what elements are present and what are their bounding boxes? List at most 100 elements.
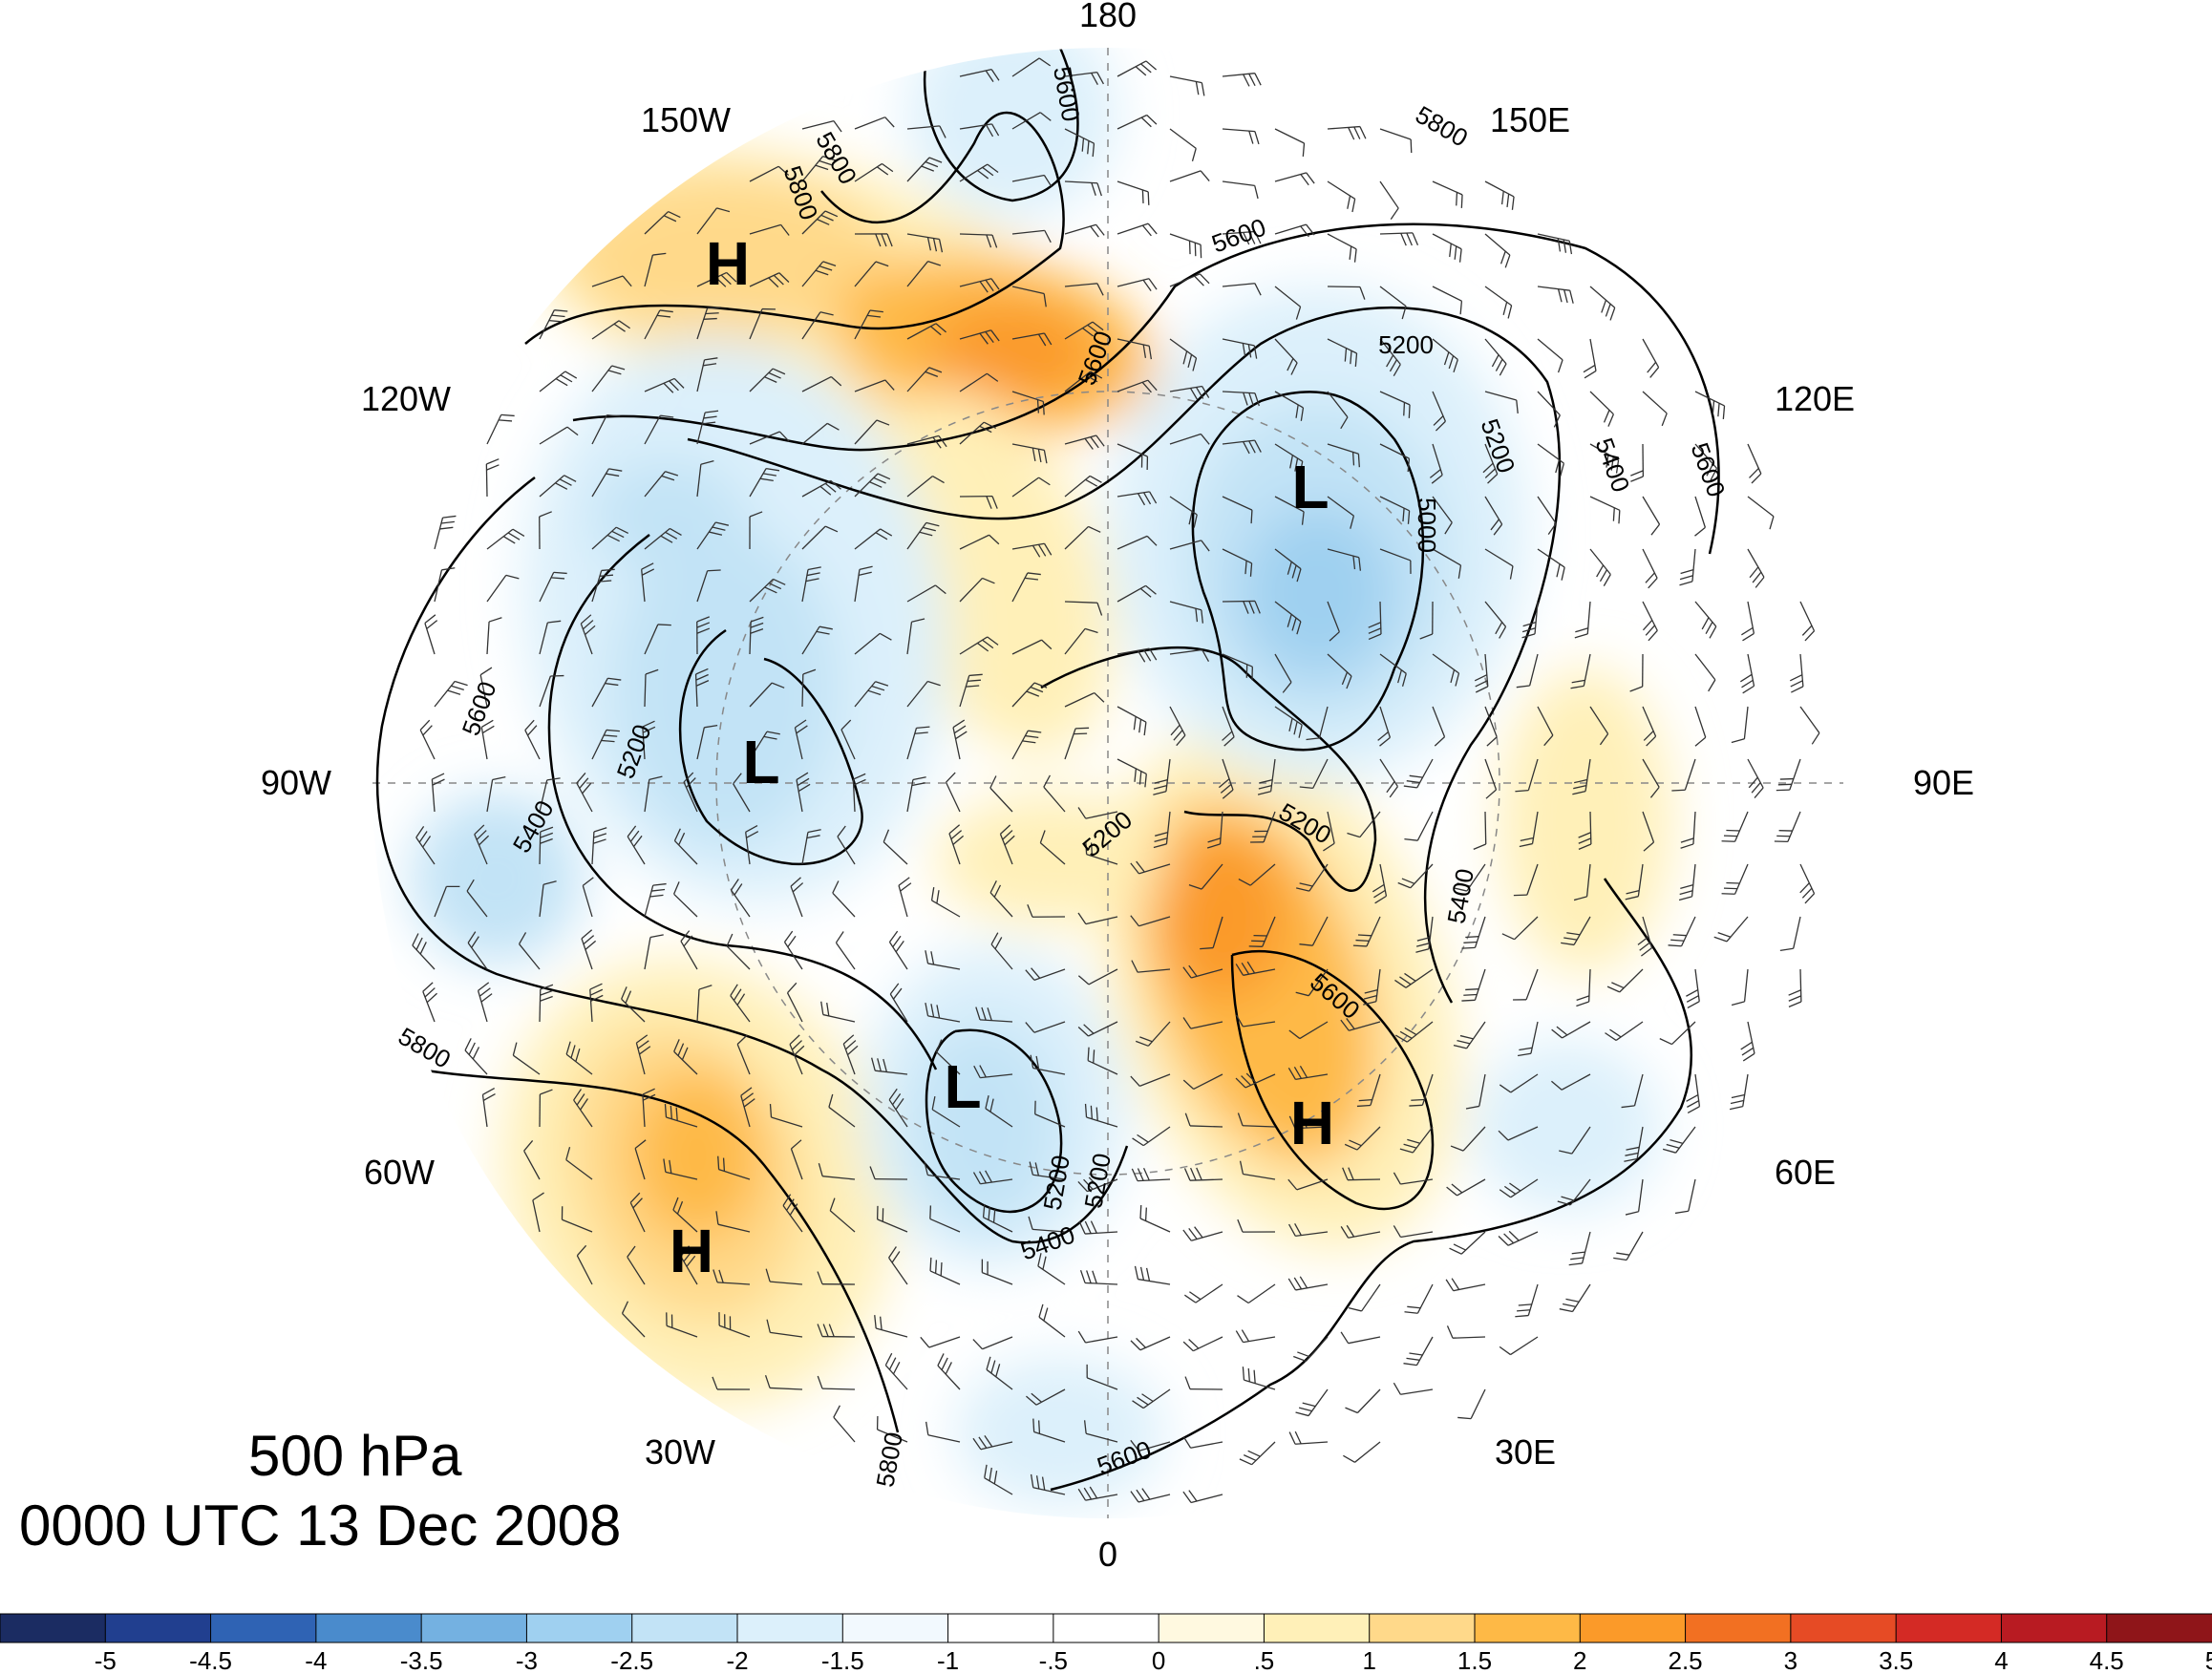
colorbar-swatch: [1369, 1613, 1476, 1643]
wind-barb-flag: [749, 511, 763, 518]
wind-barb-flag: [1294, 1222, 1302, 1236]
wind-barb-flag: [1235, 964, 1244, 976]
wind-barb: [801, 525, 826, 550]
wind-barb-flag: [1501, 933, 1515, 941]
wind-barb-flag: [566, 426, 579, 436]
wind-barb-flag: [1742, 1052, 1755, 1062]
wind-barb-flag: [1084, 1220, 1092, 1234]
wind-barb-flag: [829, 1197, 836, 1212]
wind-barb-flag: [1207, 837, 1222, 843]
wind-barb-flag: [1340, 1331, 1350, 1345]
wind-barb: [959, 534, 989, 550]
wind-barb-flag: [1630, 470, 1644, 477]
wind-barb: [1642, 811, 1655, 843]
wind-barb: [696, 464, 702, 498]
wind-barb-flag: [931, 1096, 936, 1111]
wind-barb-flag: [1079, 1269, 1086, 1283]
wind-barb-flag: [519, 932, 527, 944]
wind-barb-flag: [1282, 682, 1292, 693]
wind-barb-flag: [1406, 232, 1413, 246]
wind-barb-flag: [621, 1301, 629, 1314]
wind-barb: [1348, 1336, 1381, 1345]
wind-barb: [1327, 496, 1354, 517]
wind-barb-flag: [1026, 690, 1040, 697]
wind-barb-flag: [1648, 578, 1658, 589]
wind-barb: [1379, 443, 1410, 459]
wind-barb-flag: [703, 317, 717, 320]
wind-barb-flag: [599, 574, 614, 577]
wind-barb-flag: [1091, 182, 1096, 196]
wind-barb-flag: [1574, 633, 1588, 639]
wind-barb-flag: [1811, 732, 1820, 745]
wind-barb-flag: [585, 625, 596, 636]
wind-barb-flag: [500, 413, 515, 417]
wind-barb-flag: [555, 377, 568, 387]
wind-barb-flag: [540, 832, 554, 838]
wind-barb-flag: [928, 367, 943, 373]
wind-barb-flag: [1755, 577, 1765, 588]
wind-barb-flag: [1407, 1305, 1421, 1309]
wind-barb-flag: [1136, 860, 1145, 873]
wind-barb-flag: [764, 586, 777, 594]
wind-barb-flag: [1625, 1211, 1639, 1216]
wind-barb-flag: [1717, 403, 1720, 417]
wind-barb-flag: [1299, 461, 1304, 476]
wind-barb: [1033, 1021, 1066, 1033]
wind-barb-flag: [1144, 1207, 1147, 1221]
wind-barb: [1169, 433, 1202, 445]
wind-barb-flag: [1253, 345, 1258, 359]
wind-barb-flag: [1645, 572, 1655, 583]
wind-barb-flag: [593, 827, 607, 833]
wind-barb-flag: [1149, 491, 1158, 504]
wind-barb-flag: [990, 329, 1000, 342]
colorbar-swatch: [1895, 1613, 2003, 1643]
wind-barb-flag: [1182, 1229, 1192, 1241]
wind-barb-flag: [1041, 1476, 1046, 1491]
wind-barb-flag: [1088, 525, 1101, 533]
wind-barb-flag: [718, 1269, 724, 1283]
wind-barb-flag: [979, 332, 989, 345]
wind-barb-flag: [1393, 1382, 1401, 1395]
wind-barb-flag: [975, 1007, 981, 1021]
wind-barb-flag: [1130, 1439, 1139, 1452]
colorbar-tick-label: 2.5: [1668, 1646, 1702, 1674]
wind-barb-flag: [1713, 936, 1728, 943]
wind-barb-flag: [1551, 1028, 1563, 1039]
wind-barb-flag: [895, 941, 904, 953]
wind-barb-flag: [828, 1093, 834, 1108]
wind-barb-flag: [1084, 437, 1094, 450]
wind-barb-flag: [1717, 932, 1732, 938]
wind-barb-flag: [1648, 629, 1658, 642]
wind-barb-flag: [1323, 842, 1335, 852]
wind-barb-flag: [705, 410, 719, 413]
wind-barb-flag: [1407, 510, 1411, 524]
wind-barb: [1138, 1441, 1171, 1452]
wind-barb-flag: [1516, 685, 1530, 689]
wind-barb-flag: [840, 719, 852, 731]
lon-label: 120W: [361, 379, 451, 418]
wind-barb-flag: [1448, 355, 1455, 370]
wind-barb-flag: [472, 1047, 480, 1060]
low-center-label: L: [944, 1052, 981, 1121]
wind-barb-flag: [1092, 143, 1095, 158]
wind-barb-flag: [1407, 458, 1411, 473]
wind-barb-flag: [1289, 455, 1294, 469]
wind-barb-flag: [1194, 275, 1204, 286]
wind-barb-flag: [1302, 142, 1306, 157]
wind-barb-flag: [1182, 1491, 1192, 1503]
wind-barb-flag: [824, 525, 839, 533]
wind-barb: [1085, 916, 1118, 925]
wind-barb-flag: [766, 467, 780, 472]
wind-barb-flag: [696, 622, 711, 628]
wind-barb: [1361, 1283, 1381, 1312]
wind-barb: [1400, 1231, 1434, 1239]
wind-barb-flag: [1130, 1340, 1141, 1351]
wind-barb-flag: [1674, 1210, 1689, 1215]
wind-barb-flag: [1140, 117, 1152, 128]
wind-barb-flag: [1187, 354, 1193, 369]
wind-barb-flag: [1243, 232, 1250, 245]
wind-barb-flag: [1435, 420, 1446, 432]
wind-barb-flag: [683, 935, 693, 947]
wind-barb-flag: [1493, 523, 1503, 536]
wind-barb-flag: [1343, 1454, 1355, 1463]
